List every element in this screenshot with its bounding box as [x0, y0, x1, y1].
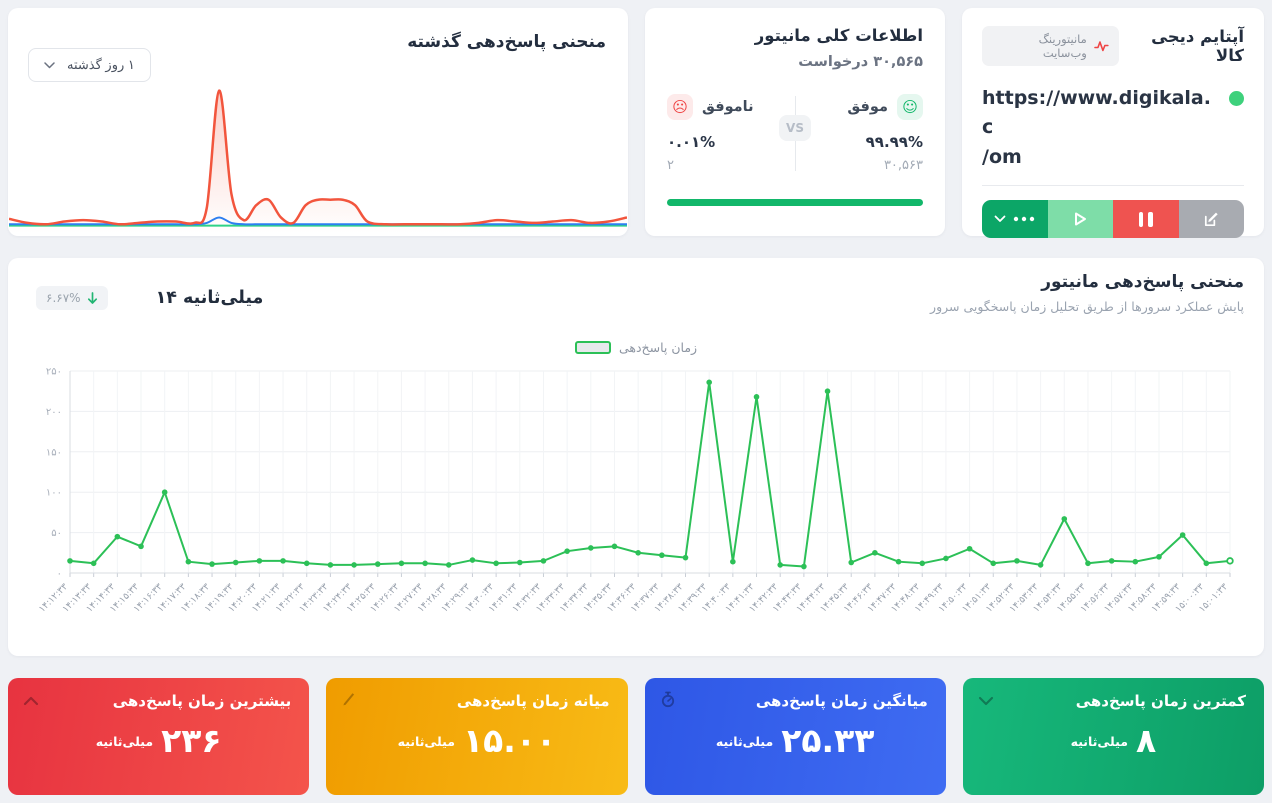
play-icon [1075, 212, 1087, 226]
edit-button[interactable] [1178, 200, 1244, 239]
activity-icon [1094, 41, 1109, 52]
monitor-url: https://www.digikala.c /om [982, 84, 1217, 172]
response-title: منحنی پاسخ‌دهی مانیتور [1041, 272, 1244, 292]
response-card: منحنی پاسخ‌دهی مانیتور پایش عملکرد سروره… [8, 258, 1264, 656]
history-title: منحنی پاسخ‌دهی گذشته [407, 32, 606, 52]
monitor-actions [982, 200, 1244, 239]
chevron-up-icon [23, 691, 39, 710]
response-card-titles: منحنی پاسخ‌دهی مانیتور پایش عملکرد سروره… [930, 272, 1244, 314]
frown-icon: ☹ [667, 94, 693, 120]
top-row: آپتایم دیجی کالا مانیتورینگ وب‌سایت http… [8, 8, 1264, 239]
legend-item[interactable]: زمان پاسخ‌دهی [574, 340, 698, 355]
time-range-value: ۱ روز گذشته [67, 57, 135, 72]
divider [982, 185, 1244, 187]
monitor-title: آپتایم دیجی کالا [1151, 27, 1244, 65]
pause-button[interactable] [1113, 200, 1179, 239]
success-label: موفق [847, 99, 888, 115]
monitor-url-line1: https://www.digikala.c [982, 87, 1211, 139]
more-actions-button[interactable] [982, 200, 1048, 239]
vs-badge: VS [779, 114, 811, 141]
stat-value: ۱۵.۰۰ [463, 721, 557, 760]
history-card: منحنی پاسخ‌دهی گذشته ۱ روز گذشته [8, 8, 628, 236]
success-section: ☺ موفق ۹۹.۹۹% ۳۰,۵۶۳ [802, 94, 923, 173]
stat-unit: میلی‌ثانیه [1070, 733, 1128, 749]
stopwatch-icon [660, 691, 676, 712]
response-subtitle: پایش عملکرد سرورها از طریق تحلیل زمان پا… [930, 299, 1244, 314]
overview-card: اطلاعات کلی مانیتور ۳۰,۵۶۵ درخواست ☺ موف… [645, 8, 945, 236]
monitor-url-row: https://www.digikala.c /om [982, 84, 1244, 172]
change-percent: ۶.۶۷% [46, 291, 81, 305]
stat-unit: میلی‌ثانیه [397, 733, 455, 749]
stat-unit: میلی‌ثانیه [95, 733, 154, 749]
stat-card-min: کمترین زمان پاسخ‌دهی ۸ میلی‌ثانیه [962, 678, 1264, 795]
monitor-card-header: آپتایم دیجی کالا مانیتورینگ وب‌سایت [982, 26, 1244, 66]
stat-card-average: میانگین زمان پاسخ‌دهی ۲۵.۳۳ میلی‌ثانیه [644, 678, 946, 795]
smiley-icon: ☺ [897, 94, 923, 120]
play-button[interactable] [1047, 200, 1113, 239]
stat-unit: میلی‌ثانیه [715, 733, 774, 749]
monitor-response-chart[interactable]: ۰۵۰۱۰۰۱۵۰۲۰۰۲۵۰۱۴:۱۲:۳۳۱۴:۱۳:۳۳۱۴:۱۴:۳۳۱… [28, 359, 1244, 645]
monitor-type-badge: مانیتورینگ وب‌سایت [982, 26, 1119, 66]
stat-card-median: میانه زمان پاسخ‌دهی ۱۵.۰۰ میلی‌ثانیه [326, 678, 628, 795]
failed-section: ناموفق ☹ ۰.۰۱% ۲ [667, 94, 789, 173]
chevron-down-icon [978, 691, 994, 710]
stat-title: میانه زمان پاسخ‌دهی [456, 692, 610, 710]
stat-title: کمترین زمان پاسخ‌دهی [1075, 692, 1246, 710]
success-percent: ۹۹.۹۹% [865, 133, 923, 151]
time-range-select[interactable]: ۱ روز گذشته [28, 48, 151, 82]
legend-label: زمان پاسخ‌دهی [618, 340, 698, 355]
current-response-value: ۱۴ میلی‌ثانیه [155, 288, 264, 308]
failed-count: ۲ [667, 158, 674, 173]
pause-icon [1148, 211, 1153, 227]
trend-down-icon [87, 291, 97, 304]
monitor-type-label: مانیتورینگ وب‌سایت [1038, 32, 1087, 60]
svg-text:۲۰۰: ۲۰۰ [46, 407, 62, 418]
stat-card-max: بیشترین زمان پاسخ‌دهی ۲۳۶ میلی‌ثانیه [8, 678, 310, 795]
failed-percent: ۰.۰۱% [667, 133, 716, 151]
stat-title: میانگین زمان پاسخ‌دهی [755, 692, 928, 710]
status-dot [1229, 91, 1244, 106]
svg-text:۱۵۰: ۱۵۰ [46, 447, 62, 458]
stat-value: ۲۵.۳۳ [781, 721, 875, 760]
monitor-url-line2: /om [982, 145, 1022, 168]
stats-row: کمترین زمان پاسخ‌دهی ۸ میلی‌ثانیه میانگی… [8, 678, 1264, 795]
stat-value: ۲۳۶ [161, 721, 222, 760]
history-response-chart[interactable] [9, 57, 627, 233]
overview-request-count: ۳۰,۵۶۵ درخواست [798, 54, 923, 70]
stat-value: ۸ [1135, 721, 1157, 760]
success-count: ۳۰,۵۶۳ [883, 158, 923, 173]
chevron-down-icon [994, 215, 1006, 223]
compare-divider: VS [779, 96, 811, 171]
svg-text:۰: ۰ [57, 569, 62, 580]
svg-text:۱۰۰: ۱۰۰ [46, 488, 62, 499]
pencil-icon [341, 691, 356, 710]
overview-title: اطلاعات کلی مانیتور [754, 26, 923, 45]
trend-pill: ۶.۶۷% [36, 286, 108, 310]
uptime-progress-bar [667, 199, 923, 206]
pause-icon [1138, 211, 1144, 227]
success-failed-compare: ☺ موفق ۹۹.۹۹% ۳۰,۵۶۳ VS ناموفق ☹ ۰.۰۱% ۲ [667, 94, 923, 173]
ellipsis-icon [1014, 217, 1035, 222]
stat-title: بیشترین زمان پاسخ‌دهی [112, 692, 292, 710]
svg-text:۲۵۰: ۲۵۰ [46, 367, 62, 378]
legend-swatch [574, 341, 611, 354]
edit-pencil-icon [1204, 212, 1218, 226]
svg-text:۵۰: ۵۰ [51, 528, 62, 539]
monitor-card: آپتایم دیجی کالا مانیتورینگ وب‌سایت http… [962, 8, 1264, 239]
failed-label: ناموفق [702, 99, 754, 115]
current-response-cluster: ۶.۶۷% ۱۴ میلی‌ثانیه [36, 286, 263, 310]
chevron-down-icon [44, 61, 55, 68]
middle-row: منحنی پاسخ‌دهی مانیتور پایش عملکرد سروره… [8, 258, 1264, 656]
